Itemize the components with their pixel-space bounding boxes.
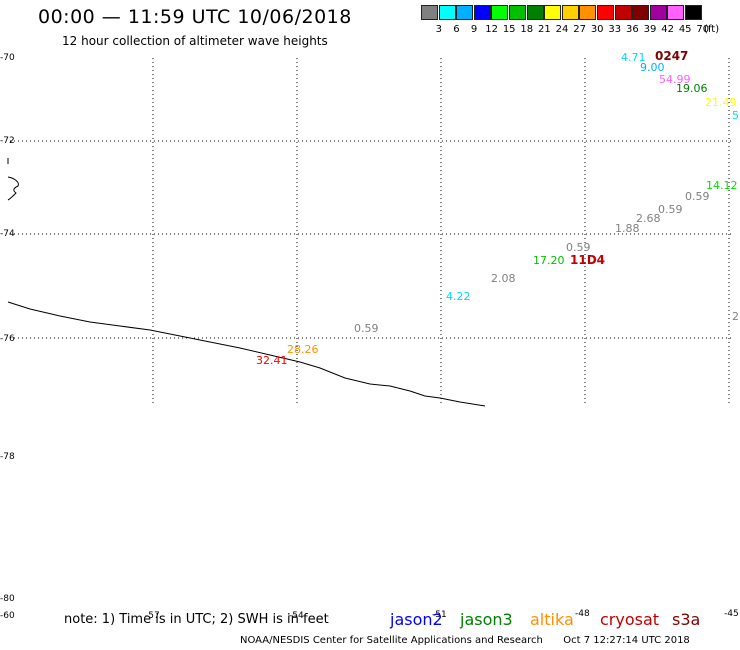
latitude-label: -72 <box>0 136 15 146</box>
wave-height-label: 28.26 <box>287 343 319 356</box>
satellite-pass-id-label: 11D4 <box>570 253 605 267</box>
legend-swatch <box>561 5 579 20</box>
wave-height-label: 0.59 <box>566 241 591 254</box>
legend-label: 12 <box>485 24 498 35</box>
legend-swatch <box>491 5 509 20</box>
legend-unit: (ft) <box>704 24 720 35</box>
longitude-labels: -60 -57 -54 -51 -48 -45 <box>0 609 739 621</box>
wave-height-label: 0.59 <box>685 190 710 203</box>
legend-label: 15 <box>502 24 516 35</box>
mission-label-s3a: s3a <box>672 610 701 629</box>
footer-credit: NOAA/NESDIS Center for Satellite Applica… <box>240 635 690 646</box>
legend-label: 70 <box>696 24 710 35</box>
legend-swatch <box>473 5 491 20</box>
longitude-label: -57 <box>145 611 160 621</box>
legend-label: 33 <box>608 24 622 35</box>
wave-height-label: 54.99 <box>659 73 691 86</box>
antarctic-coastline <box>7 301 486 407</box>
legend-swatch <box>649 5 667 20</box>
wave-height-label: 17.20 <box>533 254 565 267</box>
legend-swatch <box>667 5 685 20</box>
longitude-label: -51 <box>432 610 447 620</box>
page-title: 00:00 — 11:59 UTC 10/06/2018 <box>38 6 352 28</box>
legend-label: 18 <box>520 24 534 35</box>
wave-height-label: 2.68 <box>636 212 661 225</box>
mission-label-altika: altika <box>530 610 574 629</box>
wave-height-label: 5 <box>732 109 739 122</box>
legend-label: 39 <box>643 24 657 35</box>
wave-height-label: 2.08 <box>491 272 516 285</box>
latitude-label: -74 <box>0 229 15 239</box>
latitude-label: -70 <box>0 53 15 63</box>
legend-label: 30 <box>590 24 604 35</box>
wave-height-label: 0.59 <box>354 322 379 335</box>
latitude-label: -80 <box>0 594 15 604</box>
legend-label: 24 <box>555 24 569 35</box>
page-subtitle: 12 hour collection of altimeter wave hei… <box>62 34 328 48</box>
wave-height-label: 32.41 <box>256 354 288 367</box>
legend-label: 3 <box>435 24 442 35</box>
legend-swatch <box>438 5 456 20</box>
legend-swatch <box>456 5 474 20</box>
legend-swatch <box>614 5 632 20</box>
wave-height-label: 0.59 <box>658 203 683 216</box>
longitude-label: -54 <box>289 611 304 621</box>
wave-height-label: 9.00 <box>640 61 665 74</box>
legend-swatch <box>421 5 438 20</box>
legend-swatch <box>632 5 650 20</box>
legend-label: 42 <box>661 24 674 35</box>
wave-height-label: 1.88 <box>615 222 640 235</box>
credit-text: NOAA/NESDIS Center for Satellite Applica… <box>240 635 543 646</box>
wave-height-label: 21.49 <box>705 96 737 109</box>
legend-label: 27 <box>573 24 586 35</box>
wave-height-label: 4.71 <box>621 51 646 64</box>
lat-lon-grid <box>10 58 732 405</box>
mission-label-jason3: jason3 <box>460 610 513 629</box>
wave-height-label: 2 <box>732 310 739 323</box>
latitude-labels: -70 -72 -74 -76 -78 -80 <box>0 53 15 604</box>
latitude-label: -78 <box>0 452 15 462</box>
wave-height-label: 19.06 <box>676 82 708 95</box>
wave-height-labels: 4.71 02479.0054.9919.0621.49514.120.590.5… <box>256 49 739 367</box>
legend-label: 6 <box>453 24 460 35</box>
legend-label: 9 <box>470 24 478 35</box>
wave-height-label: 14.12 <box>706 179 738 192</box>
wave-height-label: 4.22 <box>446 290 471 303</box>
satellite-pass-id-label: 0247 <box>655 49 688 63</box>
mission-label-cryosat: cryosat <box>600 610 660 629</box>
legend-swatch <box>685 5 702 20</box>
legend-swatch <box>509 5 526 20</box>
legend-swatch <box>526 5 544 20</box>
coastline-island <box>7 176 19 201</box>
legend-swatch <box>597 5 614 20</box>
units-note: note: 1) Time is in UTC; 2) SWH is in fe… <box>64 612 329 627</box>
longitude-label: -48 <box>575 609 590 619</box>
latitude-label: -76 <box>0 334 15 344</box>
legend-label: 45 <box>678 24 692 35</box>
legend-label: 21 <box>538 24 551 35</box>
longitude-label: -45 <box>724 609 739 619</box>
mission-label-jason2: jason2 <box>390 610 443 629</box>
legend-swatch <box>544 5 562 20</box>
legend-label: 36 <box>626 24 639 35</box>
longitude-label: -60 <box>0 611 15 621</box>
generated-timestamp: Oct 7 12:27:14 UTC 2018 <box>563 635 690 646</box>
legend-swatch <box>579 5 597 20</box>
